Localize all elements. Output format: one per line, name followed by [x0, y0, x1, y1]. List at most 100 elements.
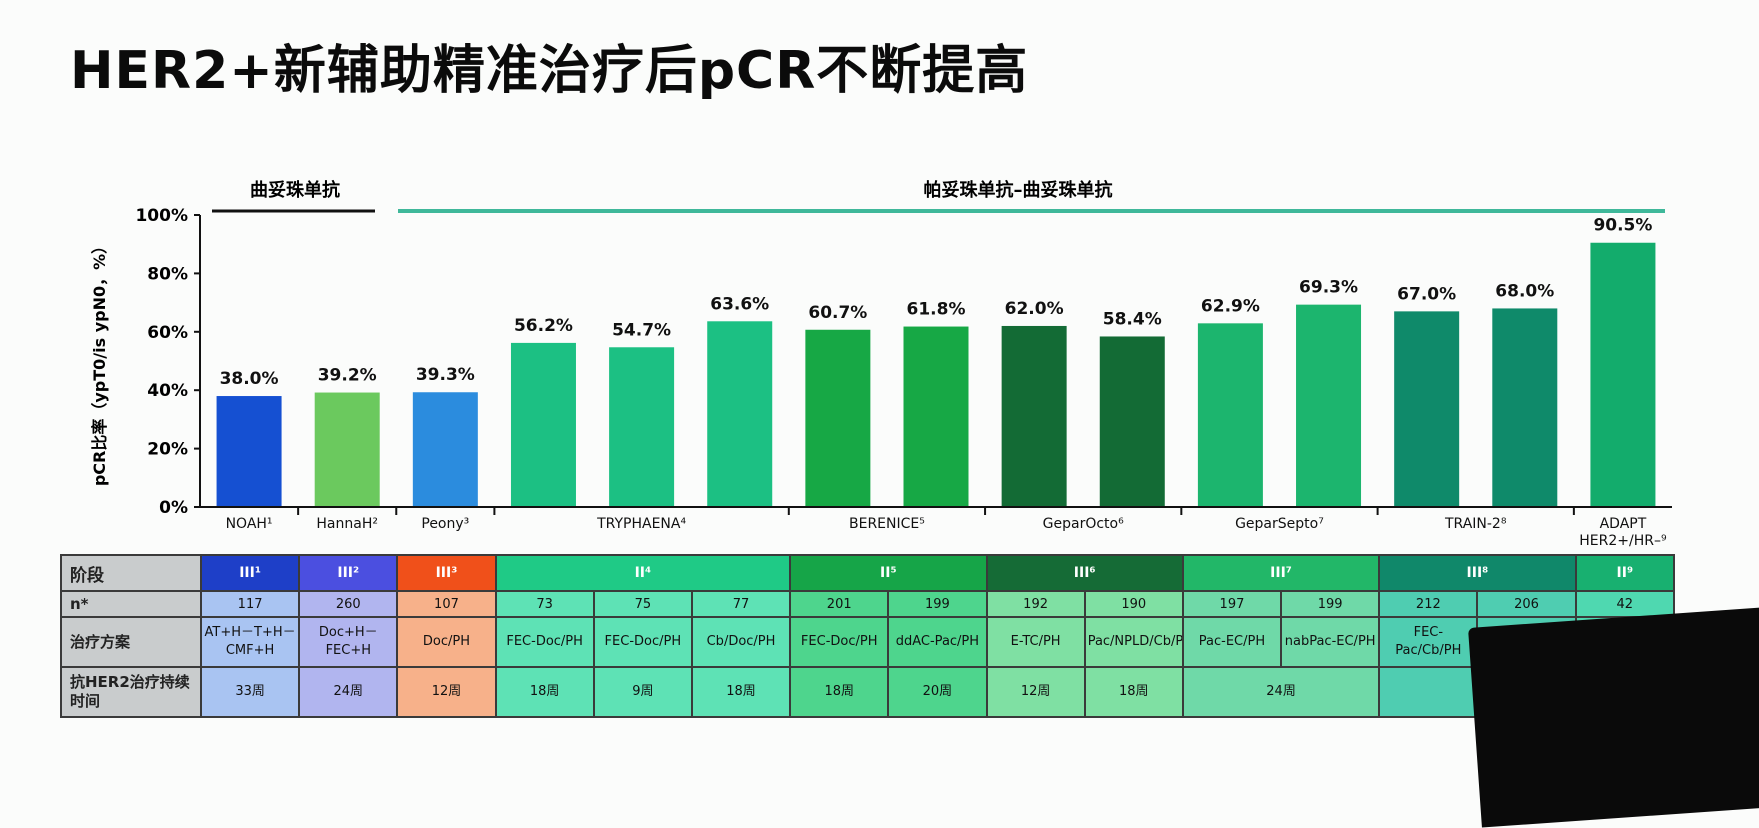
- bar-value-label: 54.7%: [612, 320, 671, 340]
- x-group-label-line2: HER2+/HR–⁹: [1579, 533, 1667, 549]
- n-cell: 201: [789, 590, 890, 618]
- y-tick-label: 40%: [147, 381, 188, 401]
- bar: [216, 396, 282, 507]
- y-axis-label: pCR比率（ypT0/is ypN0，%）: [90, 238, 109, 486]
- pertuzumab-trastuzumab-bracket-label: 帕妥珠单抗–曲妥珠单抗: [924, 179, 1113, 201]
- stage-cell: II⁵: [789, 554, 988, 592]
- bar-value-label: 69.3%: [1299, 278, 1358, 298]
- duration-cell: 18周: [789, 666, 890, 718]
- duration-cell: 18周: [1083, 666, 1184, 718]
- bar: [609, 347, 675, 507]
- bar: [1394, 311, 1460, 507]
- stage-cell: III²: [298, 554, 399, 592]
- n-cell: 206: [1476, 590, 1577, 618]
- regimen-cell: FEC-Doc/PH: [789, 616, 890, 668]
- stage-cell: III³: [396, 554, 497, 592]
- bar: [1197, 323, 1263, 507]
- bar-value-label: 62.0%: [1005, 299, 1064, 319]
- bar: [1296, 304, 1362, 507]
- duration-cell: 18周: [494, 666, 595, 718]
- bar-value-label: 61.8%: [907, 300, 966, 320]
- regimen-cell: ddAC-Pac/PH: [887, 616, 988, 668]
- regimen-cell: AT+H－T+H－CMF+H: [199, 616, 301, 668]
- regimen-cell: Doc/PH: [396, 616, 497, 668]
- bar-value-label: 90.5%: [1593, 216, 1652, 236]
- bar: [1099, 336, 1165, 507]
- n-cell: 197: [1181, 590, 1283, 618]
- x-group-label: GeparSepto⁷: [1235, 516, 1324, 532]
- regimen-header: 治疗方案: [60, 616, 202, 668]
- duration-header: 抗HER2治疗持续时间: [60, 666, 202, 718]
- drug-brackets: 曲妥珠单抗 帕妥珠单抗–曲妥珠单抗: [212, 179, 1665, 213]
- x-group-label: Peony³: [421, 516, 469, 532]
- stage-header: 阶段: [60, 554, 202, 592]
- duration-cell: 12周: [985, 666, 1086, 718]
- duration-cell: 12周: [396, 666, 497, 718]
- stage-cell: III⁶: [985, 554, 1184, 592]
- regimen-cell: FEC-Pac/Cb/PH: [1378, 616, 1479, 668]
- bar: [1590, 242, 1656, 508]
- regimen-cell: nabPac-EC/PH: [1280, 616, 1381, 668]
- duration-cell: 18周: [690, 666, 792, 718]
- y-tick-label: 0%: [159, 498, 188, 518]
- y-axis-ticks: 0% 20% 40% 60% 80% 100%: [135, 206, 201, 518]
- duration-cell: 24周: [298, 666, 399, 718]
- bar-value-label: 68.0%: [1495, 281, 1554, 301]
- bar-value-label: 38.0%: [220, 369, 279, 389]
- bar-value-label: 39.2%: [318, 366, 377, 386]
- n-cell: 75: [592, 590, 693, 618]
- n-cell: 190: [1083, 590, 1184, 618]
- n-cell: 107: [396, 590, 497, 618]
- bar: [707, 321, 773, 507]
- x-group-label: NOAH¹: [226, 516, 273, 532]
- bar-value-label: 67.0%: [1397, 284, 1456, 304]
- regimen-cell: FEC-Doc/PH: [494, 616, 595, 668]
- bar: [1492, 308, 1558, 507]
- stage-cell: II⁴: [494, 554, 792, 592]
- n-cell: 73: [494, 590, 595, 618]
- n-cell: 199: [1280, 590, 1381, 618]
- x-axis: NOAH¹ HannaH² Peony³ TRYPHAENA⁴ BERENICE⁵ Gep…: [200, 506, 1672, 549]
- bar: [805, 329, 871, 507]
- n-cell: 192: [985, 590, 1086, 618]
- bar: [510, 342, 576, 507]
- duration-cell: 24周: [1181, 666, 1381, 718]
- regimen-cell: Pac/NPLD/Cb/PH: [1083, 616, 1184, 668]
- x-group-label: TRYPHAENA⁴: [596, 516, 686, 532]
- regimen-row: 治疗方案 AT+H－T+H－CMF+H Doc+H－FEC+H Doc/PH FEC-…: [60, 616, 1676, 668]
- x-group-label: GeparOcto⁶: [1043, 516, 1124, 532]
- duration-row: 抗HER2治疗持续时间 33周 24周 12周 18周 9周 18周 18周 20周 12周 18…: [60, 666, 1676, 718]
- n-cell: 77: [690, 590, 792, 618]
- y-tick-label: 80%: [147, 264, 188, 284]
- regimen-cell: FEC-Doc/PH: [592, 616, 693, 668]
- duration-cell: 33周: [199, 666, 301, 718]
- trastuzumab-bracket-label: 曲妥珠单抗: [250, 179, 340, 201]
- duration-cell: 20周: [887, 666, 988, 718]
- x-group-label: HannaH²: [316, 516, 378, 532]
- x-group-label: TRAIN-2⁸: [1444, 516, 1507, 532]
- bar-value-label: 39.3%: [416, 365, 475, 385]
- stage-row: 阶段 III¹ III² III³ II⁴ II⁵ III⁶ III⁷ III⁸ II⁹: [60, 554, 1676, 592]
- stage-cell: III¹: [199, 554, 301, 592]
- duration-cell: 9周: [592, 666, 693, 718]
- n-cell: 199: [887, 590, 988, 618]
- regimen-cell: E-TC/PH: [985, 616, 1086, 668]
- n-header: n*: [60, 590, 202, 618]
- stage-cell: II⁹: [1574, 554, 1676, 592]
- n-row: n* 117 260 107 73 75 77 201 199 192 190 197 199 212 2…: [60, 590, 1676, 618]
- bar-value-label: 63.6%: [710, 294, 769, 314]
- bar: [412, 392, 478, 507]
- n-cell: 117: [199, 590, 301, 618]
- pcr-bar-chart: 曲妥珠单抗 帕妥珠单抗–曲妥珠单抗 pCR比率（ypT0/is ypN0，%） …: [90, 179, 1672, 549]
- n-cell: 42: [1574, 590, 1676, 618]
- y-tick-label: 20%: [147, 440, 188, 460]
- x-group-label: ADAPT: [1600, 516, 1647, 532]
- y-tick-label: 100%: [135, 206, 188, 226]
- bar: [903, 326, 969, 507]
- bar-value-label: 60.7%: [808, 303, 867, 323]
- bar: [1001, 325, 1067, 507]
- bars: 38.0% 39.2% 39.3% 56.2% 54.7% 63.6% 60.7% 61.8%…: [216, 216, 1656, 508]
- n-cell: 212: [1378, 590, 1479, 618]
- stage-cell: III⁷: [1181, 554, 1381, 592]
- x-group-label: BERENICE⁵: [849, 516, 925, 532]
